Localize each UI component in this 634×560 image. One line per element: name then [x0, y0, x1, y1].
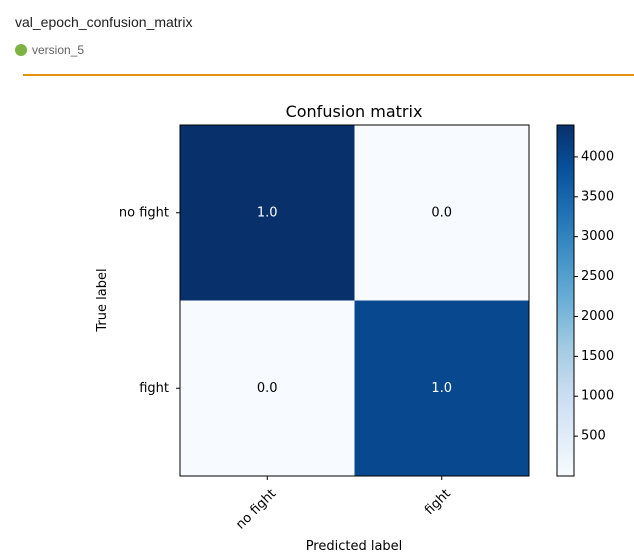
x-tick-label: fight: [422, 486, 454, 518]
cell-value-label: 0.0: [431, 205, 452, 220]
chart-title: Confusion matrix: [286, 102, 423, 121]
plot-frame: [179, 124, 530, 477]
x-axis-label: Predicted label: [306, 539, 403, 554]
x-tick-label: no fight: [233, 486, 279, 532]
cell-value-label: 0.0: [257, 381, 278, 396]
card-divider: [23, 74, 634, 76]
colorbar-tick-label: 4000: [581, 149, 614, 164]
heatmap-cell: [354, 125, 529, 301]
heatmap-cell: [180, 125, 355, 301]
heatmap-cell: [354, 300, 529, 476]
cell-value-label: 1.0: [431, 381, 452, 396]
colorbar-tick-label: 2000: [581, 309, 614, 324]
run-label: version_5: [32, 43, 85, 57]
cell-value-label: 1.0: [257, 205, 278, 220]
run-legend: version_5: [15, 42, 84, 58]
colorbar-tick-label: 1000: [581, 389, 614, 404]
y-tick-label: fight: [139, 381, 169, 396]
heatmap-cell: [180, 300, 355, 476]
colorbar-tick-label: 3000: [581, 229, 614, 244]
colorbar: [556, 124, 575, 477]
card-title: val_epoch_confusion_matrix: [15, 14, 193, 30]
colorbar-tick-label: 1500: [581, 349, 614, 364]
colorbar-tick-label: 500: [581, 429, 606, 444]
colorbar-tick-label: 2500: [581, 269, 614, 284]
y-tick-label: no fight: [119, 205, 169, 220]
colorbar-tick-label: 3500: [581, 189, 614, 204]
y-axis-label: True label: [95, 268, 110, 332]
run-color-dot: [15, 44, 27, 56]
